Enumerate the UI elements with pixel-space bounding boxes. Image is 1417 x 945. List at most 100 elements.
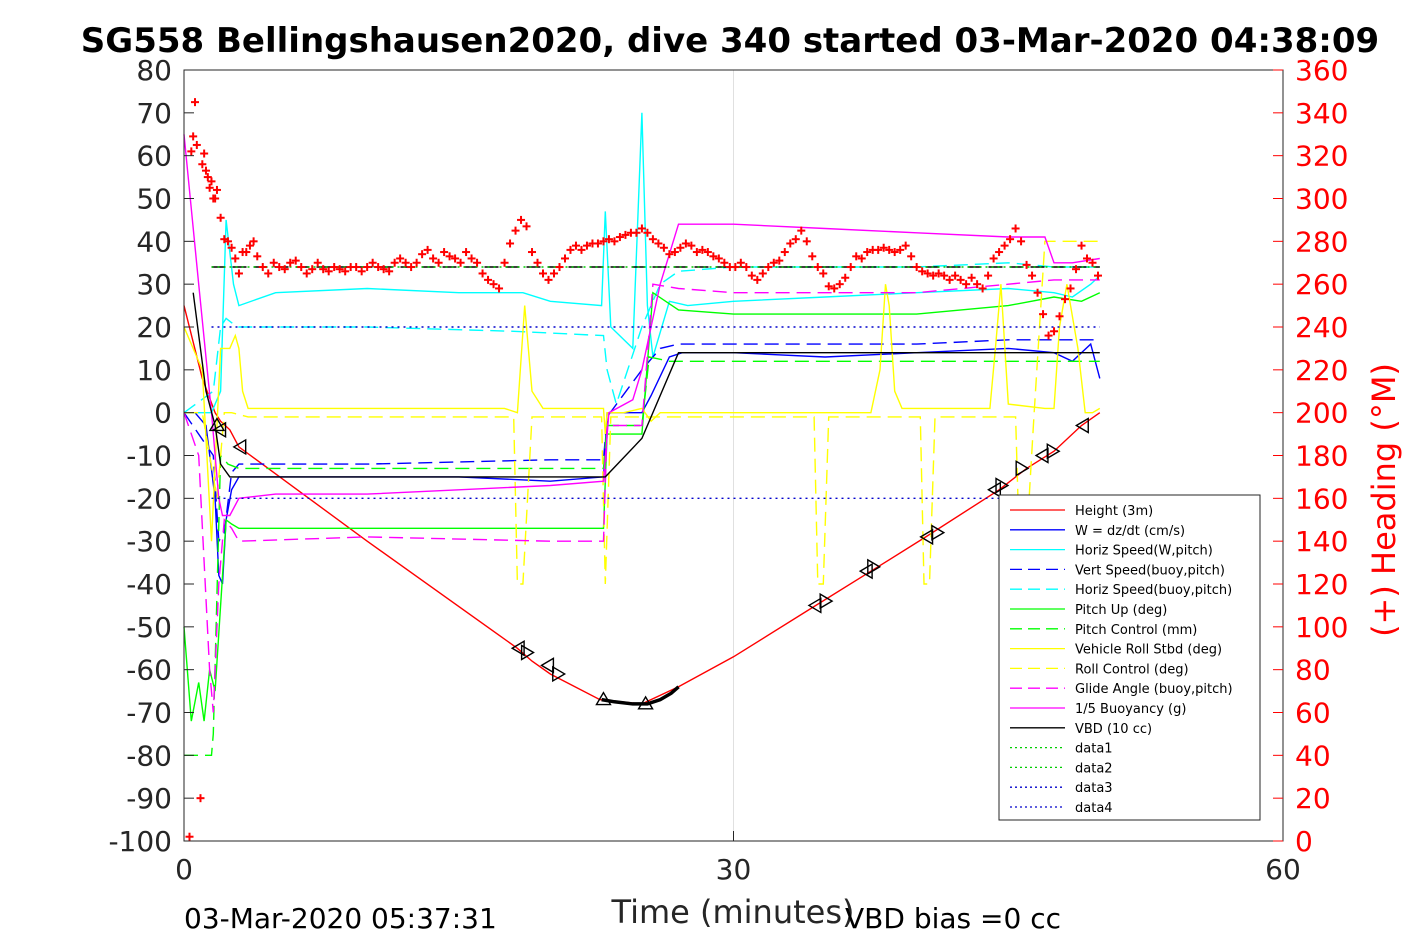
- heading-marker: [995, 248, 1004, 257]
- y-tick-label: 30: [136, 268, 172, 301]
- heading-marker: [511, 226, 520, 235]
- heading-marker: [582, 241, 591, 250]
- heading-marker: [978, 284, 987, 293]
- heading-marker: [698, 245, 707, 254]
- y-tick-label: -20: [126, 482, 172, 515]
- legend-entry: data4: [1010, 801, 1113, 816]
- series-line-roll-control-deg: [184, 240, 1100, 585]
- heading-marker: [1006, 235, 1015, 244]
- y-tick-label: -70: [126, 697, 172, 730]
- y-tick-label: 20: [136, 311, 172, 344]
- heading-marker: [253, 252, 262, 261]
- heading-marker: [610, 237, 619, 246]
- heading-marker: [604, 235, 613, 244]
- heading-marker: [528, 248, 537, 257]
- heading-marker: [989, 254, 998, 263]
- heading-marker: [335, 265, 344, 274]
- series-line-horiz-speed-w-pitch: [184, 112, 1101, 414]
- heading-marker: [654, 239, 663, 248]
- y-tick-label: 70: [136, 97, 172, 130]
- legend-entry: Glide Angle (buoy,pitch): [1010, 682, 1233, 697]
- heading-marker: [835, 280, 844, 289]
- heading-marker: [308, 265, 317, 274]
- heading-marker: [207, 177, 216, 186]
- heading-marker: [280, 265, 289, 274]
- heading-marker: [473, 258, 482, 267]
- triangle-marker: [995, 477, 1010, 494]
- heading-marker: [692, 248, 701, 257]
- heading-marker: [549, 269, 558, 278]
- heading-marker: [539, 269, 548, 278]
- legend-label: Glide Angle (buoy,pitch): [1075, 682, 1233, 697]
- heading-marker: [758, 269, 767, 278]
- right-y-tick-labels: 3603403203002802602402202001801601401201…: [1273, 54, 1348, 858]
- heading-marker: [506, 239, 515, 248]
- triangle-marker: [819, 592, 834, 610]
- heading-marker: [940, 271, 949, 280]
- legend-entry: 1/5 Buoyancy (g): [1010, 702, 1186, 717]
- y-tick-label: 60: [136, 140, 172, 173]
- heading-marker: [670, 248, 679, 257]
- heading-marker: [390, 258, 399, 267]
- heading-marker: [484, 275, 493, 284]
- heading-marker: [1094, 271, 1103, 280]
- heading-marker: [577, 245, 586, 254]
- series-line-1-5-buoyancy-g: [183, 134, 1100, 517]
- heading-marker: [797, 226, 806, 235]
- heading-marker: [1066, 284, 1075, 293]
- heading-marker: [1000, 241, 1009, 250]
- right-y-tick-label: 160: [1295, 482, 1348, 515]
- heading-marker: [440, 248, 449, 257]
- heading-marker: [522, 222, 531, 231]
- heading-marker: [912, 263, 921, 272]
- x-tick-label: 60: [1265, 853, 1301, 886]
- triangle-marker: [520, 644, 535, 661]
- y-tick-label: -60: [126, 654, 172, 687]
- heading-marker: [185, 832, 194, 841]
- heading-marker: [198, 160, 207, 169]
- legend-label: Horiz Speed(W,pitch): [1075, 544, 1213, 559]
- heading-marker: [1083, 254, 1092, 263]
- heading-marker: [434, 258, 443, 267]
- heading-marker: [764, 263, 773, 272]
- heading-marker: [201, 166, 210, 175]
- heading-marker: [203, 173, 212, 182]
- heading-marker: [599, 237, 608, 246]
- heading-marker: [456, 258, 465, 267]
- y-tick-label: -40: [126, 568, 172, 601]
- heading-marker: [212, 185, 221, 194]
- heading-markers: [185, 98, 1103, 841]
- heading-marker: [703, 248, 712, 257]
- heading-marker: [291, 256, 300, 265]
- legend-label: Pitch Up (deg): [1075, 603, 1167, 618]
- heading-marker: [1022, 260, 1031, 269]
- heading-marker: [445, 252, 454, 261]
- heading-marker: [324, 267, 333, 276]
- y-tick-label: -90: [126, 782, 172, 815]
- legend-label: data1: [1075, 742, 1113, 757]
- heading-marker: [1072, 265, 1081, 274]
- heading-marker: [330, 263, 339, 272]
- legend-entry: VBD (10 cc): [1010, 722, 1152, 737]
- right-y-tick-label: 260: [1295, 268, 1348, 301]
- heading-marker: [258, 263, 267, 272]
- heading-marker: [846, 263, 855, 272]
- heading-marker: [423, 245, 432, 254]
- triangle-marker: [1074, 417, 1089, 434]
- heading-marker: [824, 282, 833, 291]
- heading-marker: [879, 243, 888, 252]
- heading-marker: [709, 252, 718, 261]
- heading-marker: [747, 271, 756, 280]
- heading-marker: [896, 245, 905, 254]
- heading-marker: [385, 267, 394, 276]
- heading-marker: [566, 245, 575, 254]
- heading-marker: [1077, 241, 1086, 250]
- heading-marker: [368, 258, 377, 267]
- y-tick-label: -100: [108, 825, 172, 858]
- legend-entry: Horiz Speed(W,pitch): [1010, 544, 1213, 559]
- legend-entry: Roll Control (deg): [1010, 662, 1189, 677]
- heading-marker: [951, 271, 960, 280]
- series-line-glide-angle-buoy-pitch: [183, 279, 1100, 713]
- heading-marker: [544, 275, 553, 284]
- heading-marker: [984, 271, 993, 280]
